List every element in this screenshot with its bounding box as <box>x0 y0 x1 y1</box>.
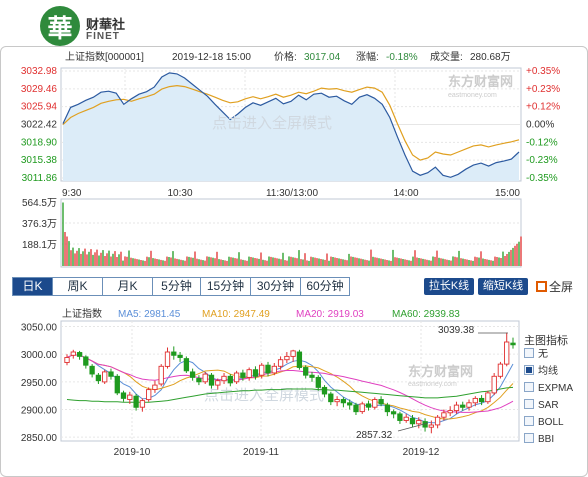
percent-tick: +0.35% <box>526 66 560 77</box>
fullscreen-button[interactable]: 全屏 <box>536 278 573 296</box>
indicator-list: 无 均线 EXPMA SAR BOLL BBI <box>524 348 573 450</box>
intraday-watermark: 点击进入全屏模式 <box>212 114 332 132</box>
indicator-boll[interactable]: BOLL <box>524 416 573 433</box>
time-tick: 11:30/13:00 <box>266 188 319 199</box>
percent-tick: +0.23% <box>526 84 560 95</box>
tab-5min[interactable]: 5分钟 <box>152 277 200 296</box>
checkbox-checked-icon <box>524 365 534 375</box>
time-tick: 9:30 <box>62 188 82 199</box>
tab-daily-k[interactable]: 日K <box>12 277 52 296</box>
period-tabs: 日K 周K 月K 5分钟 15分钟 30分钟 60分钟 <box>12 277 350 297</box>
svg-text:上证指数[000001]: 上证指数[000001] <box>65 50 144 63</box>
price-tick: 3025.94 <box>21 102 58 113</box>
finet-logo: 華 <box>40 6 80 46</box>
tab-30min[interactable]: 30分钟 <box>250 277 300 296</box>
change-value: -0.18% <box>386 52 418 63</box>
logo-glyph: 華 <box>47 14 73 43</box>
checkbox-icon <box>524 399 534 409</box>
price-label: 价格: <box>274 50 297 63</box>
volume-tick: 564.5万 <box>22 198 57 209</box>
percent-tick: +0.12% <box>526 102 560 113</box>
checkbox-icon <box>524 382 534 392</box>
tab-60min[interactable]: 60分钟 <box>300 277 350 296</box>
volume-axis: 564.5万 376.3万 188.1万 <box>22 198 57 251</box>
price-tick: 3015.38 <box>21 155 58 166</box>
percent-tick: -0.23% <box>526 155 558 166</box>
percent-tick: -0.35% <box>526 173 558 184</box>
tab-15min[interactable]: 15分钟 <box>200 277 250 296</box>
price-axis: 3032.98 3029.46 3025.94 3022.42 3018.90 3015.… <box>21 66 58 184</box>
stretch-k-button[interactable]: 拉长K线 <box>424 278 474 295</box>
price-tick: 3029.46 <box>21 84 58 95</box>
volume-tick: 376.3万 <box>22 219 57 230</box>
indicator-label: EXPMA <box>538 383 574 394</box>
tab-monthly-k[interactable]: 月K <box>102 277 152 296</box>
indicator-title: 主图指标 <box>524 335 568 347</box>
brand-name: 财華社 <box>86 17 126 32</box>
volume-value: 280.68万 <box>470 52 511 63</box>
brand-name-en: FINET <box>86 31 120 42</box>
indicator-label: BBI <box>538 434 555 445</box>
indicator-none[interactable]: 无 <box>524 348 573 365</box>
price-tick: 3018.90 <box>21 137 58 148</box>
eastmoney-watermark: 东方财富网 <box>448 74 513 89</box>
time-axis: 9:30 10:30 11:30/13:00 14:00 15:00 <box>62 188 520 199</box>
indicator-label: BOLL <box>538 417 564 428</box>
average-price-line <box>62 84 520 161</box>
price-tick: 3032.98 <box>21 66 58 77</box>
price-line <box>62 72 520 178</box>
fullscreen-label: 全屏 <box>549 280 574 294</box>
intraday-chart[interactable]: 上证指数[000001] 2019-12-18 15:00 价格: 3017.0… <box>0 0 588 277</box>
time-tick: 10:30 <box>167 188 192 199</box>
indicator-label: 无 <box>538 349 548 360</box>
price-value: 3017.04 <box>304 52 341 63</box>
time-tick: 15:00 <box>495 188 520 199</box>
checkbox-icon <box>524 433 534 443</box>
price-tick: 3022.42 <box>21 120 58 131</box>
time-tick: 14:00 <box>393 188 418 199</box>
volume-label: 成交量: <box>430 50 463 63</box>
change-label: 涨幅: <box>356 50 379 63</box>
fullscreen-icon <box>536 281 547 292</box>
eastmoney-watermark-en: eastmoney.com <box>448 92 497 99</box>
indicator-label: SAR <box>538 400 559 411</box>
price-tick: 3011.86 <box>22 173 58 184</box>
volume-bars <box>62 202 522 266</box>
tab-weekly-k[interactable]: 周K <box>52 277 102 296</box>
volume-tick: 188.1万 <box>22 240 57 251</box>
percent-tick: -0.12% <box>526 137 558 148</box>
checkbox-icon <box>524 348 534 358</box>
percent-axis: +0.35% +0.23% +0.12% 0.00% -0.12% -0.23% -0.35… <box>526 66 560 184</box>
intraday-title: 上证指数[000001] <box>65 50 144 63</box>
indicator-label: 均线 <box>538 366 558 377</box>
price-area-fill <box>63 72 519 181</box>
indicator-ma[interactable]: 均线 <box>524 365 573 382</box>
indicator-sar[interactable]: SAR <box>524 399 573 416</box>
volume-grid <box>61 222 521 245</box>
intraday-time: 2019-12-18 15:00 <box>172 52 251 63</box>
indicator-bbi[interactable]: BBI <box>524 433 573 450</box>
shrink-k-button[interactable]: 缩短K线 <box>478 278 528 295</box>
percent-tick: 0.00% <box>526 120 554 131</box>
volume-plot-area <box>60 198 522 268</box>
checkbox-icon <box>524 416 534 426</box>
indicator-expma[interactable]: EXPMA <box>524 382 573 399</box>
